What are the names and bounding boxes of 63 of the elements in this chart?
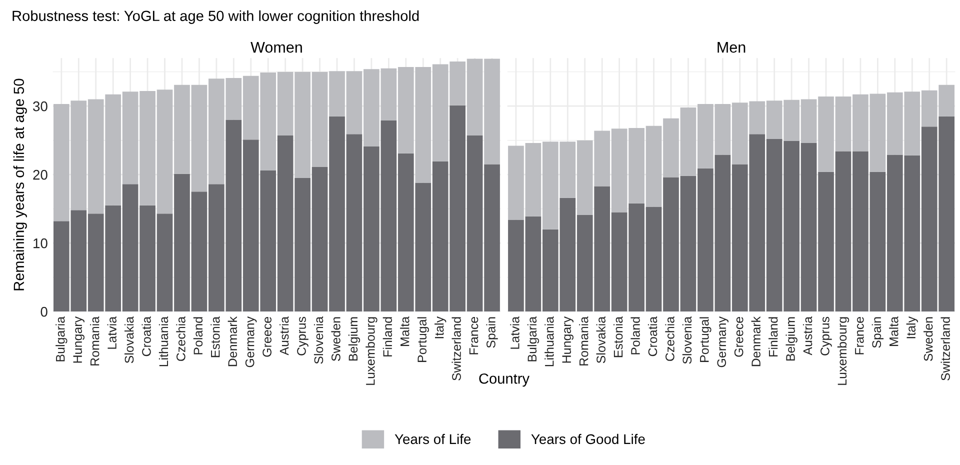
x-tick-label: Denmark xyxy=(228,316,238,366)
x-tick-label: France xyxy=(855,316,864,354)
x-tick-label: Finland xyxy=(768,317,778,356)
x-tick-label: Romania xyxy=(90,316,100,366)
x-tick-label: Poland xyxy=(630,317,640,354)
x-tick-label: Sweden xyxy=(924,317,933,362)
x-tick-label: Hungary xyxy=(73,316,84,363)
x-tick-label: Estonia xyxy=(210,316,220,358)
x-tick-label: Latvia xyxy=(107,316,116,349)
x-axis-title: Country xyxy=(479,373,530,387)
legend-label: Years of Life xyxy=(394,434,471,444)
x-tick-label: Spain xyxy=(486,317,498,348)
x-tick-label: Czechia xyxy=(665,316,674,361)
x-tick-label: Belgium xyxy=(348,317,360,361)
x-tick-label: Belgium xyxy=(786,317,798,361)
x-tick-label: Italy xyxy=(434,316,446,338)
x-tick-label: Portugal xyxy=(417,317,429,362)
y-tick-label: 20 xyxy=(33,170,48,180)
x-tick-label: Luxembourg xyxy=(837,317,850,385)
x-tick-label: Bulgaria xyxy=(527,316,540,362)
x-tick-label: Cyprus xyxy=(820,316,832,356)
x-tick-label: Poland xyxy=(193,317,203,354)
y-axis-title: Remaining years of life at age 50 xyxy=(13,78,27,290)
x-tick-label: Cyprus xyxy=(297,316,308,356)
y-tick-label: 0 xyxy=(40,306,48,317)
x-tick-label: Germany xyxy=(717,316,728,368)
x-tick-label: Luxembourg xyxy=(366,317,378,385)
x-tick-label: Portugal xyxy=(700,317,712,362)
chart-title: Men xyxy=(718,42,746,53)
x-tick-label: Germany xyxy=(245,316,257,368)
x-tick-label: Malta xyxy=(400,316,410,346)
x-tick-label: Switzerland xyxy=(452,317,461,380)
x-tick-label: Spain xyxy=(872,317,884,348)
x-tick-label: Estonia xyxy=(613,316,623,358)
x-tick-label: France xyxy=(469,316,478,354)
x-tick-label: Austria xyxy=(802,316,812,356)
x-tick-label: Latvia xyxy=(510,316,520,349)
x-tick-label: Italy xyxy=(906,316,918,338)
x-tick-label: Croatia xyxy=(648,316,658,356)
x-tick-label: Greece xyxy=(262,316,272,357)
x-tick-label: Romania xyxy=(579,316,588,366)
y-tick-label: 30 xyxy=(33,101,48,112)
x-tick-label: Slovakia xyxy=(596,316,606,364)
legend-label: Years of Good Life xyxy=(531,434,645,444)
text: Robustness test: YoGL at age 50 with lower cognition threshold xyxy=(12,10,419,24)
x-tick-label: Bulgaria xyxy=(56,316,68,362)
y-tick-label: 10 xyxy=(34,238,48,248)
x-tick-label: Croatia xyxy=(142,316,151,356)
x-tick-label: Finland xyxy=(382,317,392,356)
x-tick-label: Slovenia xyxy=(682,316,692,364)
x-tick-label: Lithuania xyxy=(544,316,554,366)
x-tick-label: Sweden xyxy=(331,317,340,362)
x-tick-label: Denmark xyxy=(751,316,760,366)
x-tick-label: Slovakia xyxy=(124,316,134,364)
x-tick-label: Austria xyxy=(280,316,289,356)
x-tick-label: Slovenia xyxy=(314,316,324,364)
x-tick-label: Greece xyxy=(734,316,744,357)
x-tick-label: Malta xyxy=(889,316,898,346)
x-tick-label: Lithuania xyxy=(158,316,168,366)
x-tick-label: Czechia xyxy=(176,316,186,361)
chart-title: Women xyxy=(250,42,302,53)
x-tick-label: Hungary xyxy=(562,316,574,363)
x-tick-label: Switzerland xyxy=(940,317,950,380)
